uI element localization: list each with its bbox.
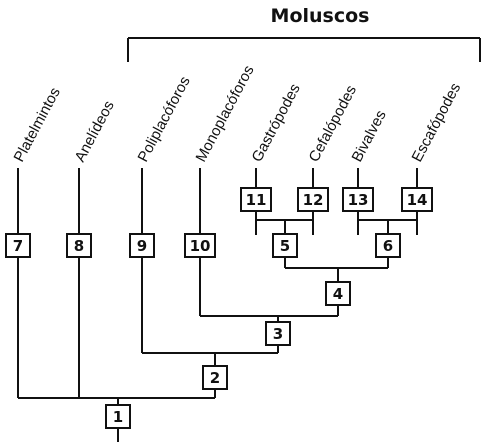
taxon-label-poliplacoforos: Poliplacóforos: [135, 74, 194, 165]
group-label: Moluscos: [271, 5, 370, 27]
taxon-label-gastropodes: Gastrópodes: [249, 81, 304, 165]
node-box-3: 3: [265, 321, 291, 346]
node-label-12: 12: [303, 191, 324, 209]
node-label-6: 6: [383, 237, 393, 255]
node-label-4: 4: [333, 285, 343, 303]
node-box-6: 6: [375, 233, 401, 258]
node-label-5: 5: [280, 237, 290, 255]
node-box-14: 14: [401, 187, 433, 212]
taxon-label-anelideos: Anelídeos: [72, 98, 118, 165]
node-label-14: 14: [407, 191, 428, 209]
node-box-11: 11: [240, 187, 272, 212]
node-label-10: 10: [190, 237, 211, 255]
moluscos-bracket: [127, 37, 481, 62]
node-box-5: 5: [272, 233, 298, 258]
taxon-label-bivalves: Bivalves: [349, 108, 390, 165]
node-box-2: 2: [202, 365, 228, 390]
node-label-1: 1: [113, 408, 123, 426]
node-box-8: 8: [66, 233, 92, 258]
node-box-12: 12: [297, 187, 329, 212]
node-box-1: 1: [105, 404, 131, 429]
node-label-7: 7: [13, 237, 23, 255]
node-label-3: 3: [273, 325, 283, 343]
taxon-label-escafopodes: Escafópodes: [409, 80, 465, 165]
taxon-label-monoplacoforos: Monoplacóforos: [193, 63, 258, 165]
taxon-label-platelmintos: Platelmintos: [11, 85, 64, 165]
node-box-13: 13: [342, 187, 374, 212]
node-label-8: 8: [74, 237, 84, 255]
node-label-2: 2: [210, 369, 220, 387]
node-box-7: 7: [5, 233, 31, 258]
node-box-9: 9: [129, 233, 155, 258]
node-label-9: 9: [137, 237, 147, 255]
node-box-10: 10: [184, 233, 216, 258]
node-label-13: 13: [348, 191, 369, 209]
node-box-4: 4: [325, 281, 351, 306]
node-label-11: 11: [246, 191, 267, 209]
